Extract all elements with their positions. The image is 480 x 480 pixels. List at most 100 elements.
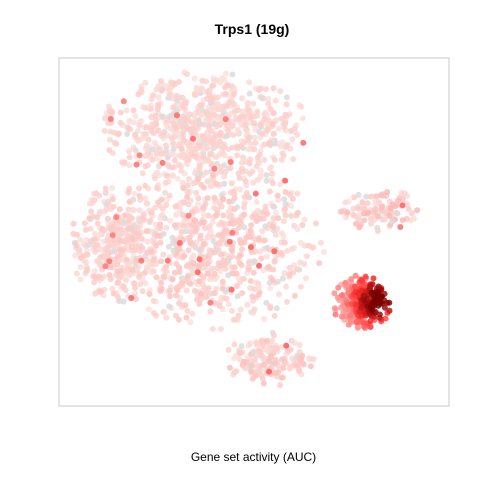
scatter-point	[381, 216, 388, 223]
scatter-point	[196, 142, 203, 149]
scatter-point	[197, 232, 204, 239]
scatter-point	[259, 95, 266, 102]
scatter-point	[368, 193, 375, 200]
scatter-point	[239, 159, 245, 166]
scatter-point	[77, 276, 84, 283]
scatter-point	[155, 94, 162, 101]
scatter-point	[123, 256, 130, 263]
scatter-point	[131, 190, 138, 197]
scatter-point	[272, 360, 279, 367]
scatter-point	[150, 298, 157, 304]
scatter-point	[202, 294, 209, 301]
scatter-point	[135, 233, 142, 240]
scatter-point	[126, 117, 133, 124]
scatter-point	[261, 156, 268, 163]
scatter-point	[234, 107, 241, 114]
scatter-point	[251, 286, 258, 293]
scatter-point	[195, 108, 202, 115]
scatter-point	[207, 183, 214, 190]
scatter-point	[176, 78, 182, 85]
scatter-point	[157, 221, 164, 228]
scatter-point	[139, 288, 146, 295]
scatter-point	[159, 131, 166, 138]
scatter-point	[352, 283, 358, 290]
scatter-point	[205, 270, 211, 277]
scatter-point	[356, 224, 363, 231]
scatter-point	[228, 212, 235, 219]
scatter-point	[283, 342, 290, 349]
scatter-point	[110, 237, 117, 244]
scatter-point	[273, 305, 280, 312]
scatter-point	[126, 272, 133, 279]
scatter-point	[294, 362, 301, 369]
scatter-point	[169, 239, 176, 246]
scatter-point	[145, 306, 152, 313]
scatter-point	[347, 312, 354, 319]
scatter-point	[384, 189, 391, 196]
scatter-point	[217, 122, 224, 128]
scatter-point	[299, 222, 306, 229]
scatter-point	[281, 205, 288, 212]
scatter-point	[179, 179, 186, 186]
scatter-point	[169, 234, 176, 241]
scatter-point	[123, 277, 129, 283]
scatter-point	[301, 216, 308, 223]
scatter-point	[335, 284, 342, 291]
scatter-point	[210, 82, 217, 89]
scatter-point	[211, 194, 218, 201]
scatter-point	[162, 189, 168, 196]
scatter-point	[170, 145, 177, 152]
scatter-point	[354, 324, 361, 331]
scatter-point	[178, 119, 185, 126]
scatter-point	[344, 209, 351, 216]
scatter-point	[255, 291, 262, 298]
scatter-point	[163, 147, 170, 154]
scatter-point	[143, 124, 150, 131]
scatter-point	[230, 270, 237, 277]
scatter-point	[106, 147, 113, 154]
scatter-point	[279, 356, 286, 363]
scatter-point	[283, 283, 290, 290]
scatter-point	[265, 96, 272, 102]
scatter-point	[254, 108, 261, 115]
scatter-point	[355, 216, 362, 223]
scatter-point	[367, 304, 374, 311]
scatter-point	[229, 144, 236, 151]
scatter-point	[235, 170, 242, 177]
scatter-point	[117, 119, 124, 126]
scatter-point	[97, 262, 104, 269]
scatter-point	[184, 188, 191, 195]
scatter-point	[234, 152, 240, 159]
scatter-point	[174, 175, 181, 182]
scatter-point	[153, 274, 160, 281]
scatter-point	[220, 196, 227, 203]
scatter-point	[205, 285, 212, 292]
scatter-point	[338, 313, 345, 320]
scatter-point	[217, 164, 224, 170]
scatter-point	[116, 274, 123, 281]
scatter-point	[370, 275, 377, 282]
scatter-point	[375, 213, 382, 220]
scatter-point	[166, 303, 173, 310]
scatter-point	[196, 300, 203, 307]
scatter-point	[242, 122, 249, 129]
scatter-point	[116, 206, 123, 213]
scatter-point	[93, 241, 100, 248]
scatter-point	[170, 247, 177, 254]
scatter-point	[257, 348, 264, 355]
scatter-point	[240, 154, 246, 161]
scatter-point	[261, 316, 268, 323]
scatter-point	[142, 182, 148, 189]
scatter-point	[213, 180, 220, 187]
scatter-point	[121, 212, 128, 219]
scatter-point	[282, 201, 289, 208]
scatter-point	[355, 205, 362, 212]
scatter-point	[187, 319, 194, 326]
scatter-point	[132, 229, 139, 236]
scatter-point	[173, 292, 179, 299]
scatter-point	[138, 257, 145, 264]
scatter-point	[169, 172, 176, 179]
scatter-point	[176, 264, 183, 271]
scatter-point	[106, 272, 113, 279]
